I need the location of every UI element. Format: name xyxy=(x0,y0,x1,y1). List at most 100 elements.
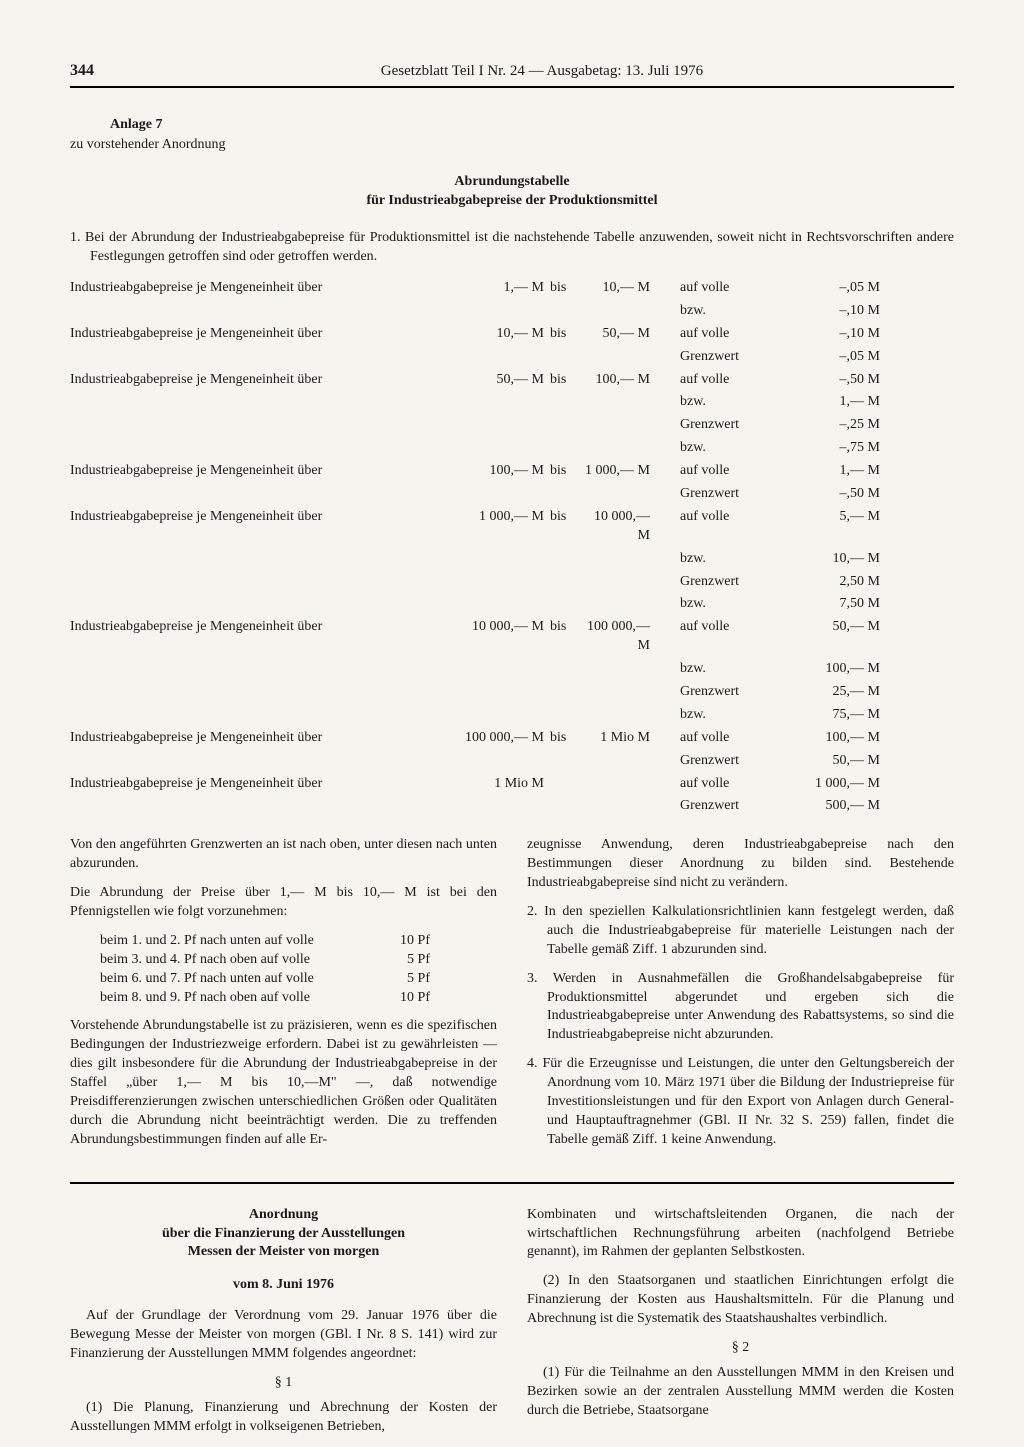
section2-sub2: Messen der Meister von morgen xyxy=(70,1243,497,1262)
table-cell: auf volle xyxy=(680,371,790,390)
table-cell: Industrieabgabepreise je Mengeneinheit ü… xyxy=(70,325,430,344)
table-cell: –,05 M xyxy=(790,348,880,367)
table-cell: Industrieabgabepreise je Mengeneinheit ü… xyxy=(70,775,430,794)
table-cell xyxy=(430,683,550,702)
table-cell xyxy=(430,660,550,679)
table-cell: bzw. xyxy=(680,439,790,458)
table-cell xyxy=(550,775,580,794)
doc-title: Abrundungstabelle xyxy=(70,173,954,192)
pfennig-table: beim 1. und 2. Pf nach unten auf volle10… xyxy=(100,932,497,1008)
table-cell: bis xyxy=(550,325,580,344)
table-cell xyxy=(430,706,550,725)
table-cell: bzw. xyxy=(680,550,790,569)
table-cell: 75,— M xyxy=(790,706,880,725)
table-cell xyxy=(550,393,580,412)
table-cell: bzw. xyxy=(680,393,790,412)
pf-value: 10 Pf xyxy=(380,932,430,951)
table-cell: auf volle xyxy=(680,325,790,344)
table-cell: 1 000,— M xyxy=(430,508,550,546)
table-row: Grenzwert–,50 M xyxy=(70,485,954,504)
table-cell xyxy=(70,595,430,614)
anlage-label: Anlage 7 xyxy=(110,116,954,135)
table-cell: 25,— M xyxy=(790,683,880,702)
pf-row: beim 1. und 2. Pf nach unten auf volle10… xyxy=(100,932,497,951)
pf-label: beim 3. und 4. Pf nach oben auf volle xyxy=(100,951,380,970)
section2-s1: § 1 xyxy=(70,1374,497,1393)
right-p2: 2. In den speziellen Kalkulationsrichtli… xyxy=(527,903,954,960)
table-cell: auf volle xyxy=(680,775,790,794)
table-cell: 10,— M xyxy=(430,325,550,344)
header-title: Gesetzblatt Teil I Nr. 24 — Ausgabetag: … xyxy=(130,61,954,81)
table-cell: Grenzwert xyxy=(680,752,790,771)
right-p3: 3. Werden in Ausnahmefällen die Großhand… xyxy=(527,970,954,1046)
table-cell: Grenzwert xyxy=(680,416,790,435)
table-cell xyxy=(550,439,580,458)
table-cell xyxy=(550,302,580,321)
left-p1: Von den angeführten Grenzwerten an ist n… xyxy=(70,836,497,874)
table-cell xyxy=(70,439,430,458)
table-cell xyxy=(70,752,430,771)
table-cell: –,10 M xyxy=(790,325,880,344)
pf-value: 5 Pf xyxy=(380,951,430,970)
table-row: bzw.75,— M xyxy=(70,706,954,725)
table-cell: 1 000,— M xyxy=(790,775,880,794)
section2-right-p1: Kombinaten und wirtschaftsleitenden Orga… xyxy=(527,1206,954,1263)
table-cell xyxy=(430,573,550,592)
table-cell: Grenzwert xyxy=(680,683,790,702)
table-cell: Grenzwert xyxy=(680,348,790,367)
table-cell: bzw. xyxy=(680,660,790,679)
table-cell: bis xyxy=(550,279,580,298)
table-row: Grenzwert50,— M xyxy=(70,752,954,771)
table-cell xyxy=(430,348,550,367)
table-cell xyxy=(580,683,680,702)
table-cell xyxy=(550,595,580,614)
table-cell xyxy=(580,485,680,504)
table-cell: –,50 M xyxy=(790,485,880,504)
table-cell xyxy=(430,595,550,614)
pf-value: 5 Pf xyxy=(380,970,430,989)
left-column: Von den angeführten Grenzwerten an ist n… xyxy=(70,836,497,1159)
table-cell xyxy=(580,302,680,321)
table-cell: –,25 M xyxy=(790,416,880,435)
table-cell: –,05 M xyxy=(790,279,880,298)
table-cell: Industrieabgabepreise je Mengeneinheit ü… xyxy=(70,371,430,390)
table-cell: 1,— M xyxy=(430,279,550,298)
table-cell: bis xyxy=(550,462,580,481)
table-cell: bzw. xyxy=(680,706,790,725)
table-row: Industrieabgabepreise je Mengeneinheit ü… xyxy=(70,279,954,298)
table-cell: Industrieabgabepreise je Mengeneinheit ü… xyxy=(70,279,430,298)
table-cell: 50,— M xyxy=(790,752,880,771)
table-cell xyxy=(430,550,550,569)
table-row: Grenzwert25,— M xyxy=(70,683,954,702)
table-cell xyxy=(70,797,430,816)
table-cell: 50,— M xyxy=(580,325,680,344)
table-cell xyxy=(580,595,680,614)
table-cell: Industrieabgabepreise je Mengeneinheit ü… xyxy=(70,618,430,656)
table-cell: Grenzwert xyxy=(680,797,790,816)
table-cell: 5,— M xyxy=(790,508,880,546)
table-cell xyxy=(70,660,430,679)
section2-right-p2: (2) In den Staatsorganen und staatlichen… xyxy=(527,1272,954,1329)
table-cell: 500,— M xyxy=(790,797,880,816)
table-cell: –,50 M xyxy=(790,371,880,390)
table-cell xyxy=(550,683,580,702)
section2-left: Anordnung über die Finanzierung der Auss… xyxy=(70,1206,497,1447)
table-cell: 1,— M xyxy=(790,393,880,412)
section2-right: Kombinaten und wirtschaftsleitenden Orga… xyxy=(527,1206,954,1447)
pf-row: beim 8. und 9. Pf nach oben auf volle10 … xyxy=(100,989,497,1008)
section2-title: Anordnung xyxy=(70,1206,497,1225)
table-cell: bzw. xyxy=(680,302,790,321)
table-cell: Grenzwert xyxy=(680,573,790,592)
table-cell: 100 000,— M xyxy=(580,618,680,656)
pf-row: beim 3. und 4. Pf nach oben auf volle5 P… xyxy=(100,951,497,970)
table-row: Grenzwert–,05 M xyxy=(70,348,954,367)
section2-columns: Anordnung über die Finanzierung der Auss… xyxy=(70,1206,954,1447)
table-cell xyxy=(580,439,680,458)
table-cell xyxy=(430,797,550,816)
section2-left-p2: (1) Die Planung, Finanzierung und Abrech… xyxy=(70,1399,497,1437)
table-cell xyxy=(580,706,680,725)
table-cell xyxy=(580,752,680,771)
table-cell xyxy=(430,752,550,771)
table-cell xyxy=(70,416,430,435)
table-cell xyxy=(70,706,430,725)
